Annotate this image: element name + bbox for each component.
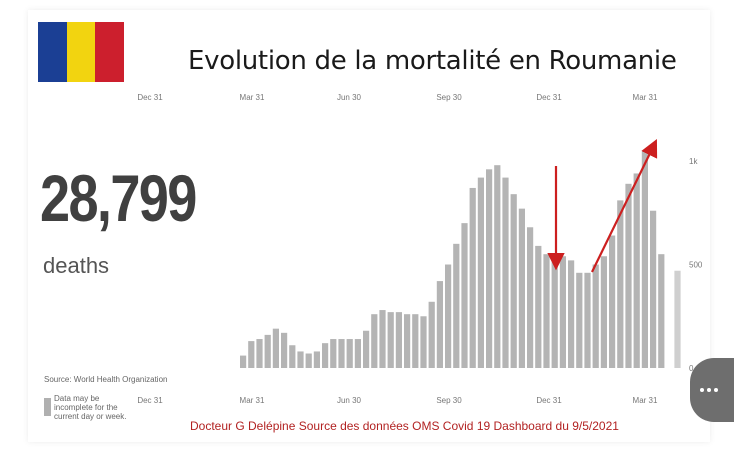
slide-frame (28, 10, 710, 442)
bar (641, 150, 648, 368)
bar (568, 260, 575, 368)
bar (461, 223, 468, 368)
bar (510, 194, 517, 368)
bar (420, 316, 427, 368)
x-tick-label-bottom: Mar 31 (633, 396, 658, 405)
credit-line: Docteur G Delépine Source des données OM… (190, 419, 619, 433)
bar (535, 245, 542, 368)
page-title: Evolution de la mortalité en Roumanie (188, 46, 677, 76)
bar (617, 200, 624, 368)
bar (354, 339, 361, 368)
bar (256, 339, 263, 368)
flag-stripe-yellow (66, 22, 96, 82)
bar (330, 339, 337, 368)
bar (527, 227, 534, 368)
bar (264, 334, 271, 368)
bar (584, 272, 591, 368)
bar (379, 310, 386, 368)
bar (477, 177, 484, 368)
bar (551, 256, 558, 368)
x-tick-label-bottom: Jun 30 (337, 396, 362, 405)
x-tick-label-top: Dec 31 (536, 93, 562, 102)
incomplete-data-note: Data may be incomplete for the current d… (54, 394, 127, 421)
x-tick-label-bottom: Sep 30 (436, 396, 462, 405)
bar (313, 351, 320, 368)
x-tick-label-bottom: Mar 31 (240, 396, 265, 405)
incomplete-data-icon (44, 398, 51, 416)
bar (625, 183, 632, 368)
x-tick-label-bottom: Dec 31 (137, 396, 163, 405)
bar (371, 314, 378, 368)
bar (363, 330, 370, 368)
x-tick-label-top: Mar 31 (633, 93, 658, 102)
bar (412, 314, 419, 368)
bar (469, 187, 476, 368)
bar (650, 210, 657, 368)
bar (658, 254, 665, 368)
bar (486, 169, 493, 368)
bar (281, 332, 288, 368)
bar (494, 165, 501, 368)
x-tick-label-top: Sep 30 (436, 93, 462, 102)
total-deaths-value: 28,799 (40, 161, 197, 235)
x-tick-label-bottom: Dec 31 (536, 396, 562, 405)
bar (248, 341, 255, 368)
bar (559, 256, 566, 368)
y-tick-label: 500 (689, 261, 703, 270)
x-tick-label-top: Dec 31 (137, 93, 163, 102)
bar (404, 314, 411, 368)
bar (518, 208, 525, 368)
bar (387, 312, 394, 368)
bar (436, 281, 443, 368)
romania-flag (38, 22, 125, 82)
bar (240, 355, 247, 368)
bar (289, 345, 296, 368)
bar (338, 339, 345, 368)
bar (428, 301, 435, 368)
x-tick-label-top: Jun 30 (337, 93, 362, 102)
flag-stripe-blue (38, 22, 67, 82)
bar (297, 351, 304, 368)
bar (453, 243, 460, 368)
flag-stripe-red (95, 22, 125, 82)
source-label: Source: World Health Organization (44, 375, 168, 384)
bar (322, 343, 329, 368)
chat-dot (714, 388, 718, 392)
bar (395, 312, 402, 368)
bar (592, 264, 599, 368)
chat-dot (700, 388, 704, 392)
bar (272, 328, 279, 368)
bar (502, 177, 509, 368)
bar (633, 173, 640, 368)
total-deaths-unit: deaths (43, 253, 110, 278)
bar (445, 264, 452, 368)
up-arrow-annotation (591, 139, 658, 273)
bar (346, 339, 353, 368)
y-tick-label: 1k (689, 157, 698, 166)
bar (543, 254, 550, 368)
bar (609, 235, 616, 368)
bar (576, 272, 583, 368)
chat-dot (707, 388, 711, 392)
bar (305, 353, 312, 368)
bar (600, 256, 607, 368)
y-tick-label: 0 (689, 364, 694, 373)
chat-bubble-button[interactable] (690, 358, 734, 422)
x-tick-label-top: Mar 31 (240, 93, 265, 102)
bar-incomplete (674, 270, 681, 368)
